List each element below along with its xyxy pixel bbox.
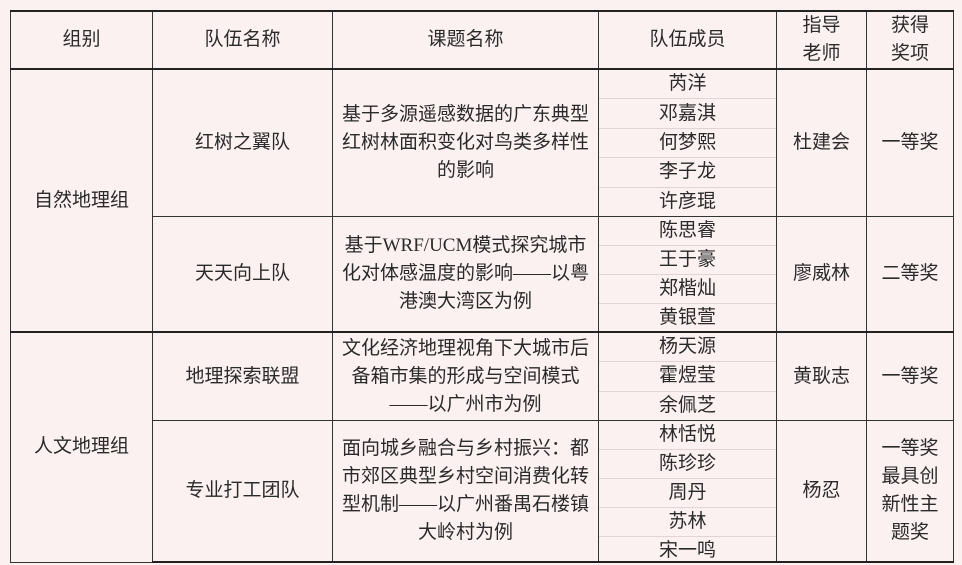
header-row: 组别 队伍名称 课题名称 队伍成员 指导老师 获得奖项 — [10, 10, 954, 70]
award: 一等奖 — [866, 68, 954, 217]
header-team: 队伍名称 — [152, 10, 333, 70]
member-name: 林恬悦 — [658, 424, 716, 445]
awards-table: 组别 队伍名称 课题名称 队伍成员 指导老师 获得奖项 自然地理组 红树之翼队 基于… — [10, 10, 954, 563]
member-name: 霍煜莹 — [599, 361, 776, 390]
advisor-name: 杜建会 — [776, 68, 867, 217]
members-cell: 陈思睿王于豪 郑楷灿 黄银萱 — [598, 216, 777, 333]
member-name: 何梦熙 — [599, 127, 776, 157]
member-name: 余佩芝 — [599, 390, 776, 420]
members-cell: 杨天源 霍煜莹 余佩芝 — [598, 331, 777, 421]
header-award: 获得奖项 — [866, 10, 954, 70]
team-name: 专业打工团队 — [152, 420, 333, 563]
members-cell: 芮洋邓嘉淇 何梦熙 李子龙 许彦琨 — [598, 68, 777, 217]
group-cell: 自然地理组 — [10, 68, 153, 333]
member-name: 黄银萱 — [599, 303, 776, 332]
member-name: 芮洋 — [668, 73, 707, 95]
member-name: 宋一鸣 — [599, 536, 776, 565]
topic-title: 面向城乡融合与乡村振兴：都市郊区典型乡村空间消费化转型机制——以广州番禺石楼镇大… — [332, 420, 599, 563]
topic-title: 文化经济地理视角下大城市后备箱市集的形成与空间模式——以广州市为例 — [332, 331, 599, 421]
member-name: 许彦琨 — [599, 186, 776, 216]
member-name: 苏林 — [599, 507, 776, 536]
header-members: 队伍成员 — [598, 10, 777, 70]
header-advisor: 指导老师 — [776, 10, 867, 70]
topic-title: 基于多源遥感数据的广东典型红树林面积变化对鸟类多样性的影响 — [332, 68, 599, 217]
member-name: 杨天源 — [658, 336, 716, 358]
advisor-name: 廖威林 — [776, 216, 867, 333]
topic-title: 基于WRF/UCM模式探究城市化对体感温度的影响——以粤港澳大湾区为例 — [332, 216, 599, 333]
table-row: 自然地理组 红树之翼队 基于多源遥感数据的广东典型红树林面积变化对鸟类多样性的影响芮… — [10, 68, 954, 333]
team-name: 红树之翼队 — [152, 68, 333, 217]
team-name: 天天向上队 — [152, 216, 333, 333]
table-row: 专业打工团队 面向城乡融合与乡村振兴：都市郊区典型乡村空间消费化转型机制——以广州… — [11, 420, 954, 565]
member-name: 周丹 — [599, 478, 776, 507]
table-row: 天天向上队 基于WRF/UCM模式探究城市化对体感温度的影响——以粤港澳大湾区为例… — [11, 216, 954, 333]
member-name: 陈思睿 — [658, 220, 716, 241]
table-row: 人文地理组 地理探索联盟 文化经济地理视角下大城市后备箱市集的形成与空间模式——以广… — [10, 331, 954, 563]
award: 一等奖最具创新性主题奖 — [866, 420, 954, 563]
advisor-name: 黄耿志 — [776, 331, 867, 421]
member-name: 邓嘉淇 — [599, 98, 776, 127]
member-name: 王于豪 — [599, 245, 776, 274]
header-group: 组别 — [10, 10, 153, 70]
award: 一等奖 — [866, 331, 954, 421]
members-cell: 林恬悦陈珍珍 周丹 苏林 宋一鸣 — [598, 420, 777, 565]
award: 二等奖 — [866, 216, 954, 333]
member-name: 李子龙 — [599, 157, 776, 186]
group-cell: 人文地理组 — [10, 331, 153, 563]
advisor-name: 杨忍 — [776, 420, 867, 563]
member-name: 陈珍珍 — [599, 449, 776, 478]
member-name: 郑楷灿 — [599, 274, 776, 303]
team-name: 地理探索联盟 — [152, 331, 333, 421]
header-topic: 课题名称 — [332, 10, 599, 70]
